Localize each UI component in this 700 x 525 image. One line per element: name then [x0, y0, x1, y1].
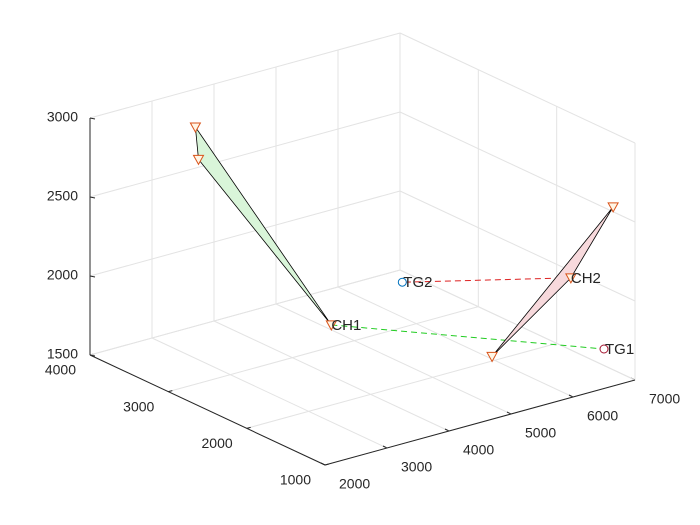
uav-marker	[192, 154, 205, 166]
grid-line	[337, 286, 574, 398]
grid-line	[89, 190, 401, 277]
link-line	[402, 277, 571, 283]
x-axis	[324, 379, 636, 466]
y-axis	[89, 354, 326, 466]
x-tick-label: 3000	[401, 459, 432, 475]
grid-line	[399, 111, 636, 223]
x-tick-label: 2000	[339, 476, 370, 492]
grid-line	[151, 337, 388, 449]
z-tick-label: 3000	[47, 109, 78, 125]
z-tick	[89, 275, 96, 278]
target-marker	[397, 277, 407, 287]
x-tick-label: 6000	[587, 408, 618, 424]
grid-line	[89, 32, 401, 119]
y-tick-label: 3000	[123, 398, 154, 414]
z-tick	[89, 117, 96, 120]
grid-line	[246, 342, 557, 429]
point-label: TG2	[403, 274, 432, 291]
point-label: CH2	[571, 270, 601, 287]
grid-line	[399, 190, 636, 302]
point-label: TG1	[605, 341, 634, 358]
uav-marker	[189, 122, 202, 134]
head-marker	[565, 273, 577, 284]
link-line	[331, 324, 605, 350]
uav-marker	[486, 351, 498, 363]
grid-line	[275, 303, 512, 415]
z-tick-label: 1500	[47, 346, 78, 362]
x-tick-label: 7000	[649, 391, 680, 407]
grid-line	[213, 320, 450, 432]
x-tick-label: 5000	[525, 425, 556, 441]
head-marker	[325, 320, 338, 331]
point-label: CH1	[331, 317, 361, 334]
y-tick-label: 4000	[45, 362, 76, 378]
grid-line	[399, 32, 636, 144]
x-tick-label: 4000	[463, 442, 494, 458]
z-tick-label: 2000	[47, 267, 78, 283]
z-tick	[89, 196, 96, 199]
grid-line	[89, 111, 401, 198]
y-tick-label: 1000	[280, 472, 311, 488]
y-tick-label: 2000	[202, 435, 233, 451]
cluster-area	[194, 125, 332, 326]
uav-marker	[607, 202, 619, 213]
z-tick-label: 2500	[47, 188, 78, 204]
cluster-area	[491, 206, 614, 357]
grid-line	[89, 269, 401, 356]
target-marker	[599, 344, 609, 354]
grid-line	[168, 306, 479, 393]
